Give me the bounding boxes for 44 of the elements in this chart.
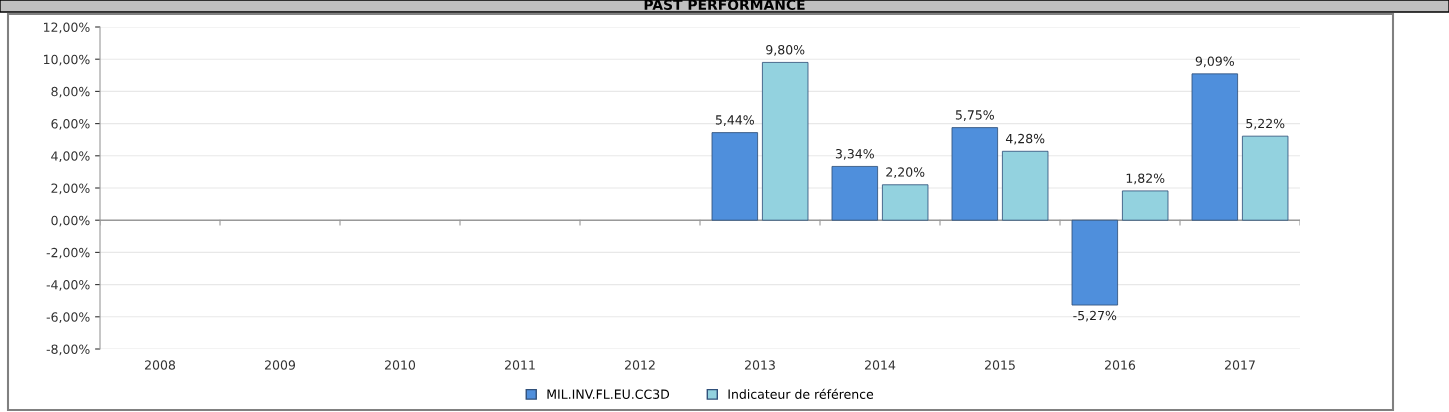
y-tick-label: 8,00% (51, 86, 90, 98)
bar (1071, 219, 1119, 306)
x-tick-label: 2011 (505, 360, 535, 370)
x-tick-label: 2012 (625, 360, 655, 370)
x-tick-label: 2014 (865, 360, 896, 370)
y-tick-label: -2,00% (46, 247, 90, 259)
data-label: -5,27% (1073, 310, 1117, 322)
bar (1191, 73, 1239, 221)
data-label: 5,22% (1246, 118, 1285, 130)
x-tick-label: 2009 (265, 360, 296, 370)
data-label: 5,75% (955, 110, 994, 121)
bar (761, 62, 809, 221)
x-tick-label: 2015 (985, 360, 1015, 370)
y-tick-label: 12,00% (43, 22, 90, 34)
bar (1001, 150, 1049, 221)
y-tick-label: -8,00% (46, 344, 90, 356)
y-tick-label: -4,00% (46, 280, 90, 291)
bar (1121, 190, 1169, 221)
y-tick-label: 0,00% (51, 215, 90, 227)
bar (831, 166, 879, 221)
bar (1241, 135, 1289, 221)
data-label: 3,34% (835, 148, 874, 160)
bar (881, 184, 929, 221)
legend-label: Indicateur de référence (728, 388, 874, 399)
y-tick-label: 6,00% (51, 119, 90, 130)
x-tick-label: 2016 (1105, 360, 1136, 370)
y-tick-label: -6,00% (46, 312, 90, 323)
bar (711, 132, 759, 221)
x-tick-label: 2008 (145, 360, 176, 370)
data-label: 1,82% (1126, 173, 1165, 185)
chart-title: PAST PERFORMANCE (644, 0, 805, 11)
bar (951, 127, 999, 221)
data-label: 9,80% (766, 44, 805, 56)
x-tick-label: 2010 (385, 360, 416, 370)
data-label: 4,28% (1005, 133, 1045, 145)
data-label: 2,20% (886, 167, 925, 179)
y-tick-label: 2,00% (51, 183, 90, 195)
legend-label: MIL.INV.FL.EU.CC3D (547, 389, 670, 399)
y-tick-label: 4,00% (51, 151, 90, 162)
x-tick-label: 2017 (1225, 360, 1255, 370)
y-tick-label: 10,00% (43, 54, 90, 66)
data-label: 5,44% (715, 115, 754, 126)
data-label: 9,09% (1195, 56, 1234, 68)
x-tick-label: 2013 (745, 360, 775, 370)
